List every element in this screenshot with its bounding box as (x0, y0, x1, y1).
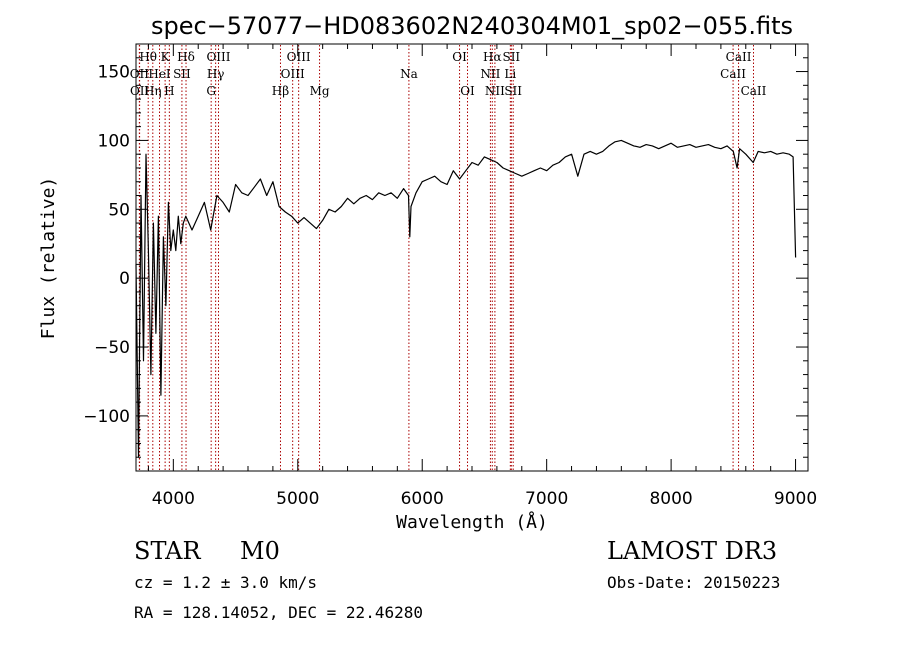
plot-frame (135, 43, 809, 472)
line-label: Hγ (207, 67, 225, 81)
line-label: Na (400, 67, 418, 81)
chart-title: spec−57077−HD083602N240304M01_sp02−055.f… (151, 12, 793, 40)
survey-name: LAMOST DR3 (607, 537, 778, 565)
spectrum-line (135, 139, 797, 458)
y-axis-label: Flux (relative) (38, 177, 59, 340)
line-label: CaII (720, 67, 746, 81)
observation-date: Obs-Date: 20150223 (607, 573, 781, 592)
line-label: Hθ (139, 50, 157, 64)
object-subclass: M0 (240, 537, 280, 565)
line-label: NII (485, 84, 505, 98)
line-label: Hβ (272, 84, 289, 98)
line-label: OIII (287, 50, 311, 64)
line-label: NII (480, 67, 500, 81)
x-tick-label: 7000 (525, 489, 568, 509)
line-label: HeI (148, 67, 171, 81)
line-label: Hδ (177, 50, 195, 64)
line-label: G (206, 84, 216, 98)
spectrum-series (135, 139, 797, 458)
line-label: Mg (310, 84, 330, 98)
line-label: CaII (741, 84, 767, 98)
line-label: OI (452, 50, 467, 64)
line-label: OIII (281, 67, 305, 81)
line-label: SII (173, 67, 191, 81)
line-label: K (161, 50, 171, 64)
line-label: Li (504, 67, 516, 81)
line-label: SII (504, 84, 522, 98)
spectral-line-markers (138, 45, 754, 470)
redshift-cz: cz = 1.2 ± 3.0 km/s (134, 573, 318, 592)
line-label: OI (460, 84, 475, 98)
line-label: OII (130, 84, 150, 98)
line-label: CaII (726, 50, 752, 64)
x-tick-label: 6000 (401, 489, 444, 509)
object-class: STAR (134, 537, 201, 565)
line-label: SII (502, 50, 520, 64)
y-tick-label: 50 (108, 200, 130, 220)
y-tick-label: 150 (98, 63, 130, 83)
line-label: Hα (483, 50, 502, 64)
line-label: H (164, 84, 174, 98)
ra-dec-coordinates: RA = 128.14052, DEC = 22.46280 (134, 603, 423, 622)
line-label: Hη (144, 84, 162, 98)
axis-ticks: 4000 5000 6000 7000 8000 9000 −100 −50 0 50 100 150 (83, 43, 817, 509)
y-tick-label: 100 (98, 131, 130, 151)
x-tick-label: 8000 (649, 489, 692, 509)
y-tick-label: 0 (119, 269, 130, 289)
x-tick-label: 5000 (276, 489, 319, 509)
line-label: OII (130, 67, 150, 81)
x-axis-label: Wavelength (Å) (396, 511, 548, 533)
line-label: OIII (206, 50, 230, 64)
y-tick-label: −100 (83, 407, 130, 427)
y-tick-label: −50 (94, 338, 130, 358)
x-tick-label: 4000 (152, 489, 195, 509)
x-tick-label: 9000 (774, 489, 817, 509)
